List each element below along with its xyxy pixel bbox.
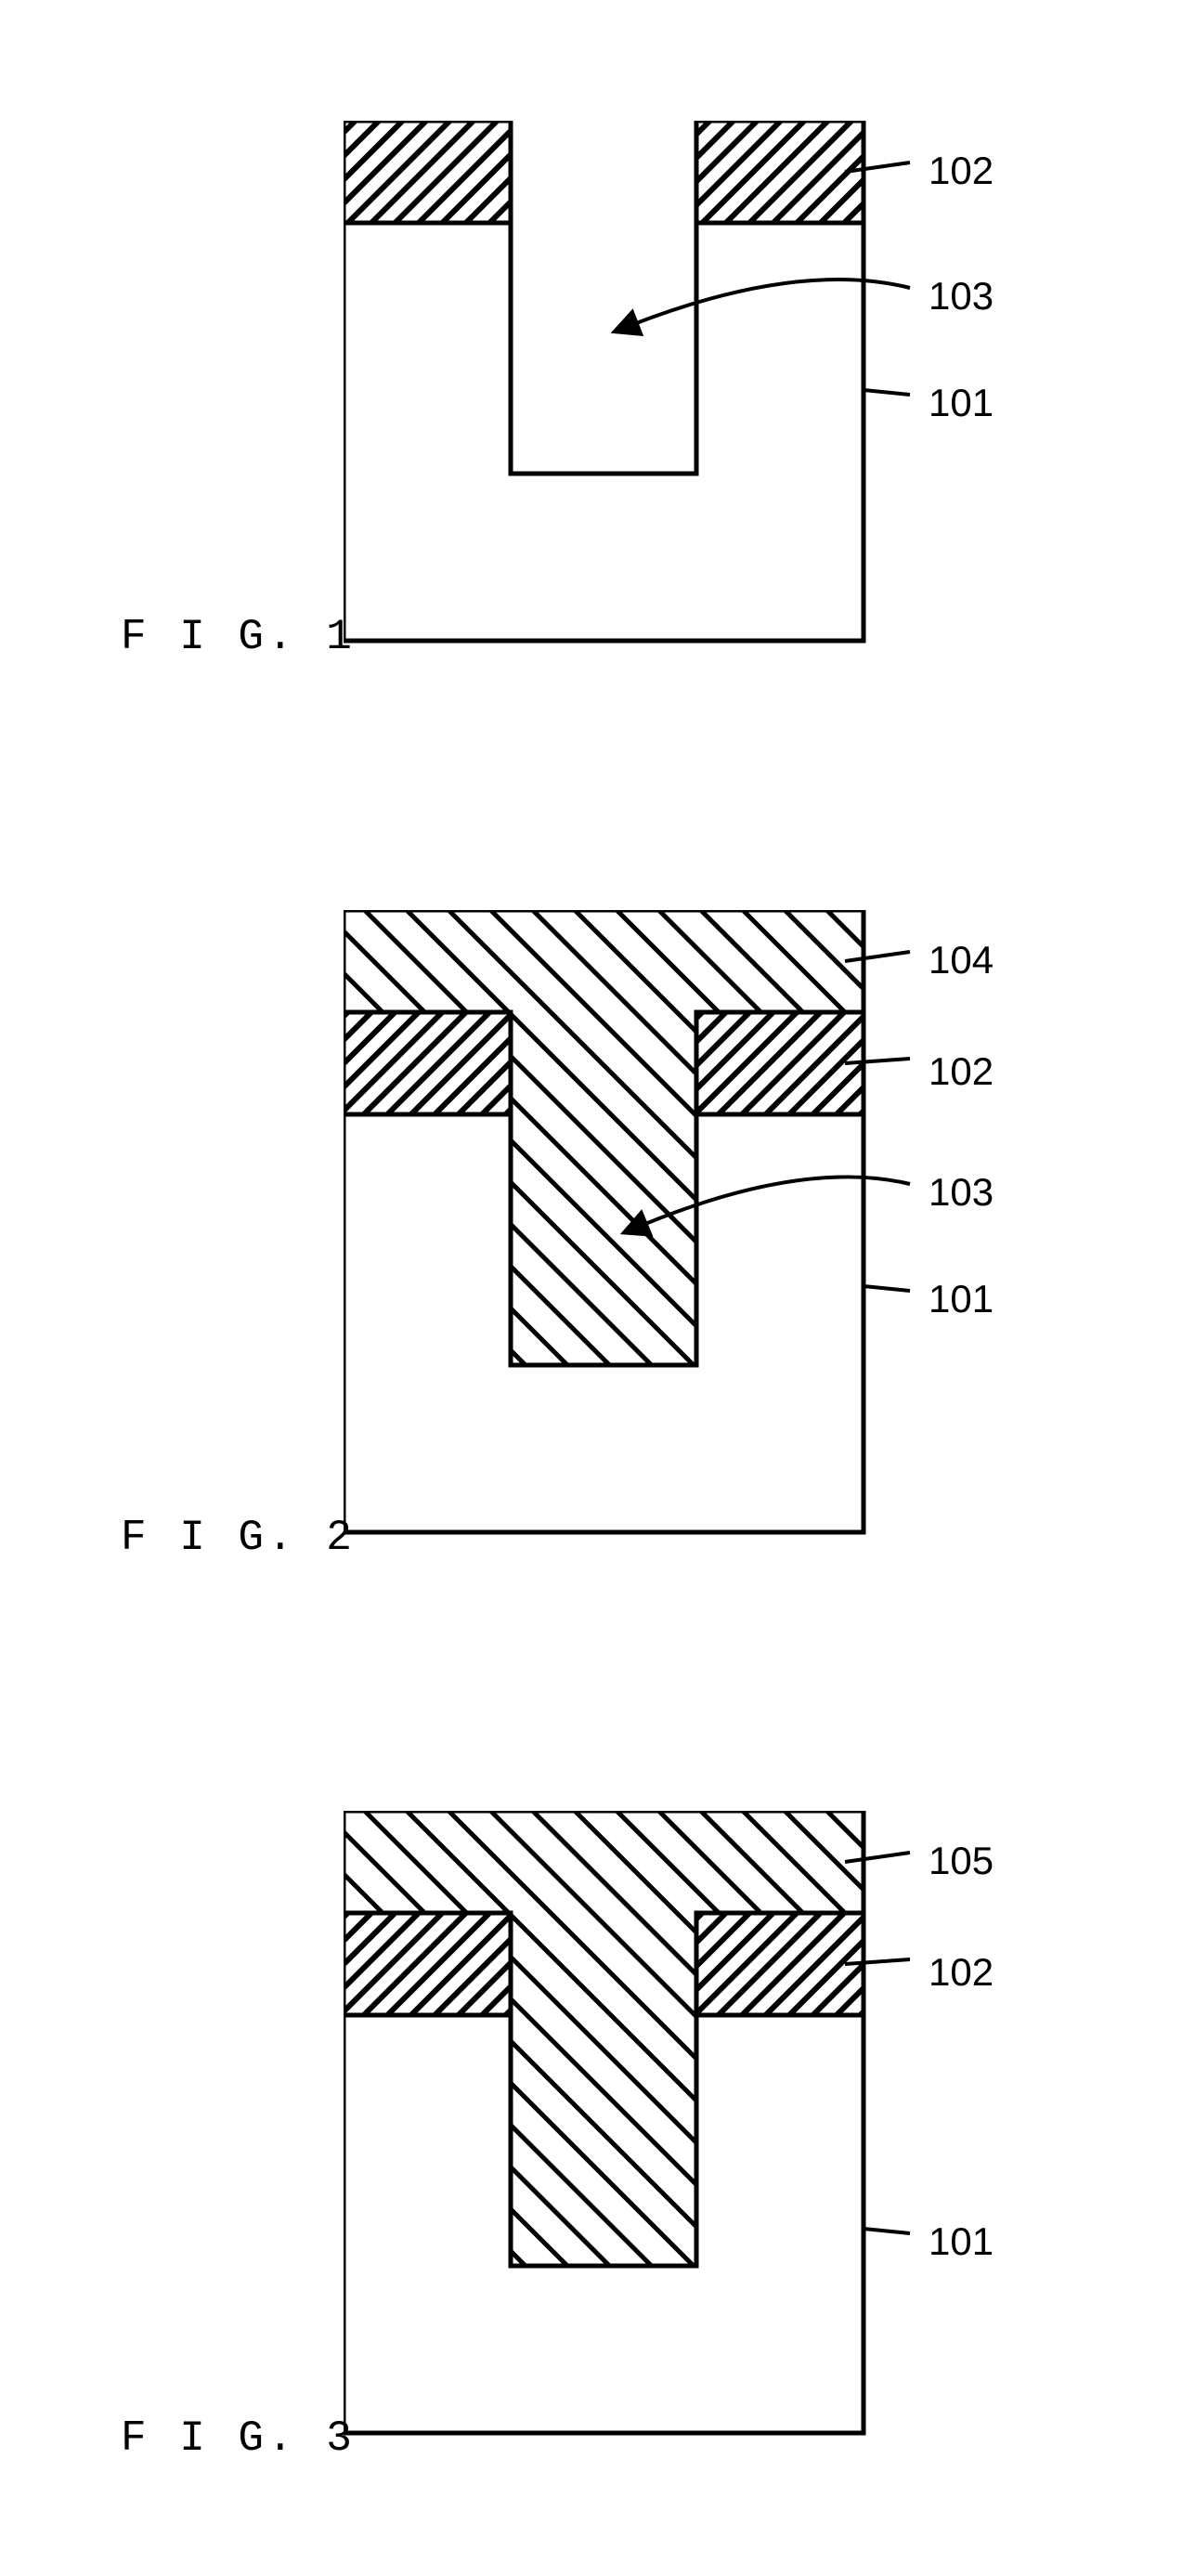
fig2-label: F I G. 2 <box>121 1514 356 1562</box>
ref-label: 101 <box>929 1277 994 1321</box>
leader-line <box>864 1286 910 1291</box>
ref-label: 101 <box>929 381 994 425</box>
fig1-svg <box>344 121 1012 669</box>
ref-label: 102 <box>929 1950 994 1995</box>
ref-label: 103 <box>929 1170 994 1215</box>
ref-label: 102 <box>929 149 994 193</box>
ref-label: 103 <box>929 274 994 319</box>
page: 102 103 101 F I G. 1 104 102 103 101 F I G. 2 105… <box>0 0 1182 2576</box>
mask-strip <box>696 1913 864 2015</box>
substrate <box>344 223 864 641</box>
ref-label: 101 <box>929 2219 994 2264</box>
fig1-block: 102 103 101 <box>344 121 1012 669</box>
fig1-label: F I G. 1 <box>121 613 356 661</box>
mask-strip <box>344 1012 511 1114</box>
leader-line <box>864 390 910 395</box>
fig2-svg <box>344 910 1012 1560</box>
mask-strip <box>344 1913 511 2015</box>
mask-strip <box>696 1012 864 1114</box>
mask-strip <box>696 121 864 223</box>
fig3-svg <box>344 1811 1012 2461</box>
leader-line <box>864 2229 910 2233</box>
fig3-label: F I G. 3 <box>121 2414 356 2463</box>
mask-strip <box>344 121 511 223</box>
fig3-block: 105 102 101 <box>344 1811 1012 2461</box>
ref-label: 105 <box>929 1839 994 1883</box>
ref-label: 102 <box>929 1049 994 1094</box>
ref-label: 104 <box>929 938 994 982</box>
fig2-block: 104 102 103 101 <box>344 910 1012 1560</box>
